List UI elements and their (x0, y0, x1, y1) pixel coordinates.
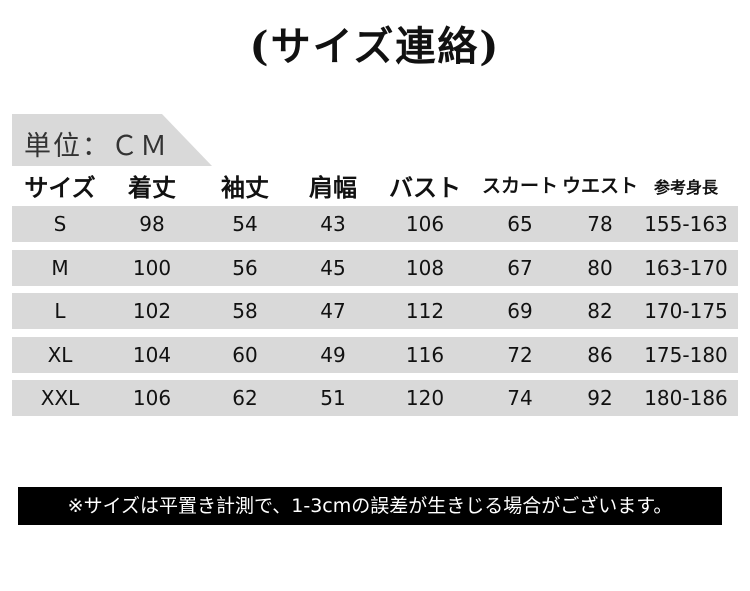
table-cell: L (54, 299, 66, 323)
table-cell: 82 (587, 299, 613, 323)
table-cell: 74 (507, 386, 533, 410)
table-cell: 92 (587, 386, 613, 410)
table-cell: 69 (507, 299, 533, 323)
table-cell: 175-180 (644, 342, 728, 367)
table-cell: 47 (320, 299, 346, 323)
page-title: (サイズ連絡) (249, 23, 501, 70)
table-cell: 98 (139, 212, 165, 236)
table-cell: 120 (405, 386, 445, 410)
table-cell: 155-163 (644, 212, 728, 236)
column-header: 袖丈 (221, 174, 269, 202)
table-cell: 54 (232, 212, 258, 236)
column-header: バスト (389, 174, 461, 202)
table-cell: 104 (132, 342, 172, 367)
table-cell: 108 (405, 255, 445, 280)
table-row: L 102 58 47 112 69 82 170-175 (12, 293, 738, 329)
table-cell: 72 (507, 342, 533, 367)
table-cell: 60 (232, 342, 258, 367)
table-cell: 80 (587, 255, 613, 280)
table-cell: 65 (507, 212, 533, 236)
table-header: サイズ 着丈 袖丈 肩幅 バスト スカート ウエスト 参考身長 (0, 166, 750, 202)
table-cell: S (53, 212, 67, 236)
column-header: サイズ (24, 174, 96, 202)
table-cell: XL (47, 342, 73, 367)
column-header: スカート (481, 175, 559, 197)
table-cell: 49 (320, 342, 346, 367)
table-cell: 67 (507, 255, 533, 280)
column-header: 参考身長 (653, 178, 719, 197)
table-cell: 51 (320, 386, 346, 410)
table-cell: 45 (320, 255, 346, 280)
table-cell: 78 (587, 212, 613, 236)
unit-label: 単位：ＣＭ (24, 131, 169, 162)
table-cell: M (51, 255, 69, 280)
table-cell: 56 (232, 255, 258, 280)
table-cell: 106 (405, 212, 445, 236)
table-cell: XXL (40, 386, 80, 410)
table-row: S 98 54 43 106 65 78 155-163 (12, 206, 738, 242)
table-row: M 100 56 45 108 67 80 163-170 (12, 249, 738, 286)
column-header: 着丈 (128, 174, 176, 202)
unit-tab: 単位：ＣＭ (12, 114, 212, 166)
column-header: 肩幅 (309, 174, 357, 202)
table-cell: 102 (132, 299, 172, 323)
table-cell: 58 (232, 299, 258, 323)
table-cell: 163-170 (644, 255, 728, 280)
table-cell: 170-175 (644, 299, 728, 323)
table-cell: 106 (132, 386, 172, 410)
table-row: XXL 106 62 51 120 74 92 180-186 (12, 380, 738, 416)
column-header: ウエスト (561, 175, 639, 197)
table-row: XL 104 60 49 116 72 86 175-180 (12, 336, 738, 373)
measurement-note: ※サイズは平置き計測で、1-3cmの誤差が生きじる場合がございます。 (18, 487, 722, 525)
table-cell: 112 (405, 299, 445, 323)
table-cell: 180-186 (644, 386, 728, 410)
table-cell: 100 (132, 255, 172, 280)
table-cell: 116 (405, 342, 445, 367)
table-cell: 43 (320, 212, 346, 236)
table-cell: 86 (587, 342, 613, 367)
table-cell: 62 (232, 386, 258, 410)
